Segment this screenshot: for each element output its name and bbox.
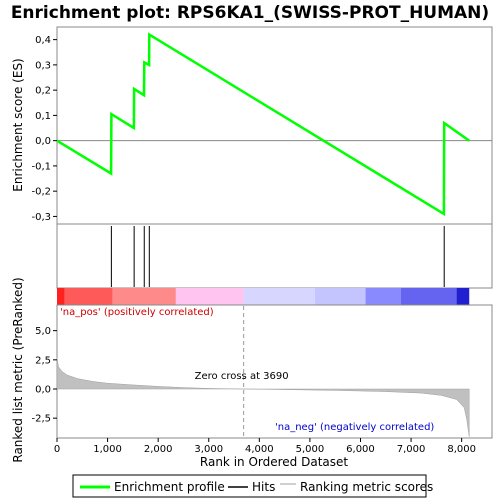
color-bar-segment [400,288,457,305]
es-panel-frame [56,26,493,225]
metric-axis-label: Ranked list metric (PreRanked) [11,277,25,462]
es-axis-label: Enrichment score (ES) [11,58,25,191]
rank-xtick-label: 4,000 [245,444,274,455]
es-ytick-label: -0,3 [31,212,51,223]
rank-color-bar [57,288,470,305]
enrichment-profile-line [56,32,470,217]
metric-ytick-label: 5,0 [35,326,51,337]
hits-panel-frame [56,223,493,289]
es-ytick-label: 0,0 [35,136,51,147]
color-bar-segment [456,288,470,305]
rank-xtick-label: 8,000 [447,444,476,455]
legend-box [72,474,427,498]
metric-ytick-label: 0,0 [35,385,51,396]
color-bar-segment [243,288,315,305]
color-bar-segment [175,288,244,305]
legend-hits-label: Hits [252,480,275,494]
color-bar-segment [314,288,366,305]
color-bar-segment [64,288,113,305]
rank-axis-label: Rank in Ordered Dataset [200,455,348,469]
color-bar-segment [112,288,176,305]
rank-xtick-label: 7,000 [397,444,426,455]
zero-cross-label: Zero cross at 3690 [195,371,289,382]
es-ytick-label: 0,4 [35,35,51,46]
ranking-metric-area [56,357,470,437]
es-ytick-label: 0,2 [35,86,51,97]
legend-enrichment-label: Enrichment profile [114,480,225,494]
es-ytick-label: -0,1 [31,161,51,172]
metric-ytick-label: -2,5 [31,414,51,425]
rank-xtick-label: 0 [54,444,60,455]
rank-xtick-label: 6,000 [346,444,375,455]
rank-xtick-label: 3,000 [194,444,223,455]
es-ytick-label: 0,3 [35,60,51,71]
color-bar-segment [57,288,65,305]
na-pos-label: 'na_pos' (positively correlated) [60,307,214,318]
chart-title: Enrichment plot: RPS6KA1_(SWISS-PROT_HUM… [11,3,489,23]
es-ytick-label: -0,2 [31,187,51,198]
na-neg-label: 'na_neg' (negatively correlated) [275,422,434,433]
rank-xtick-label: 1,000 [93,444,122,455]
es-ytick-label: 0,1 [35,111,51,122]
color-bar-segment [365,288,401,305]
rank-xtick-label: 5,000 [296,444,325,455]
rank-xtick-label: 2,000 [144,444,173,455]
legend-metric-label: Ranking metric scores [300,480,433,494]
metric-ytick-label: 2,5 [35,355,51,366]
